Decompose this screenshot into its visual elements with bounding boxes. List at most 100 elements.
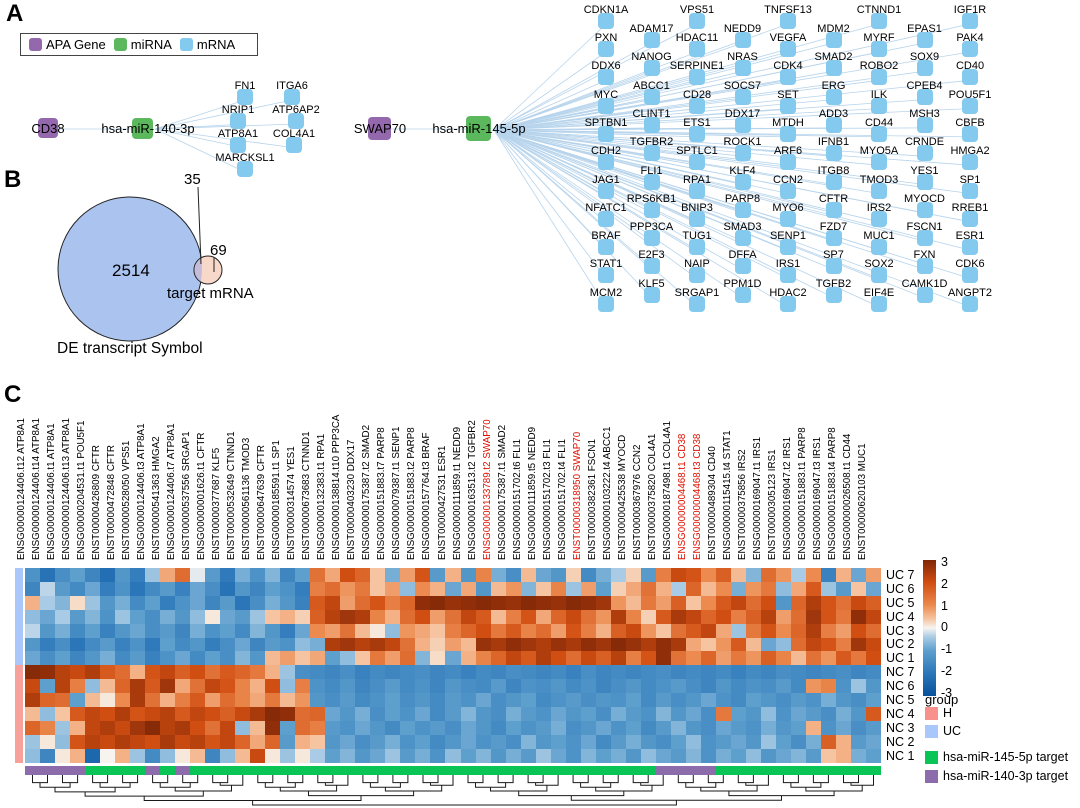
heatmap-cell [550, 679, 567, 694]
heatmap-cell [685, 651, 702, 666]
mrna-node: KLF5 [620, 278, 684, 303]
heatmap-cell [805, 595, 822, 611]
heatmap-cell [715, 693, 732, 708]
venn-overlap-callout-line [197, 186, 202, 265]
column-target-annotation [745, 766, 762, 775]
heatmap-cell [430, 734, 446, 750]
mrna-node: HMGA2 [938, 145, 1002, 171]
column-target-annotation [370, 766, 386, 775]
heatmap-row-label: NC 5 [886, 693, 915, 708]
heatmap-cell [400, 651, 416, 666]
heatmap-cell [610, 720, 627, 736]
heatmap-row-label: UC 7 [886, 567, 915, 582]
heatmap-cell [595, 595, 612, 611]
heatmap-cell [520, 665, 537, 680]
heatmap-cell [835, 581, 852, 597]
heatmap-cell [25, 623, 41, 638]
mrna-node: FZD7 [802, 221, 866, 247]
mrna-node: VEGFA [756, 32, 820, 57]
heatmap-cell [460, 609, 477, 625]
heatmap-cell [445, 568, 461, 583]
heatmap-cell [265, 623, 281, 638]
heatmap-cell [865, 568, 882, 583]
uc-group-swatch [925, 724, 938, 738]
mrna-node: CPEB4 [893, 80, 957, 105]
mrna-node: SRGAP1 [665, 287, 729, 312]
mrna-square [734, 230, 751, 247]
heatmap-cell [790, 651, 807, 666]
heatmap-column-label: ENSG00000115415.t4 STAT1 [721, 430, 733, 560]
heatmap-cell [415, 707, 431, 722]
mrna-node: PXN [574, 32, 638, 57]
heatmap-cell [580, 651, 597, 666]
mrna-square [689, 239, 705, 256]
mrna-square [825, 60, 842, 77]
heatmap-cell [715, 720, 732, 736]
heatmap-cell [25, 748, 41, 764]
heatmap-cell [325, 609, 341, 625]
column-target-annotation [775, 766, 792, 775]
heatmap-cell [820, 665, 837, 680]
heatmap-cell [700, 609, 717, 625]
heatmap-row-label: NC 7 [886, 665, 915, 680]
heatmap-cell [505, 707, 522, 722]
heatmap-cell [250, 568, 266, 583]
heatmap-cell [655, 693, 672, 708]
heatmap-cell [790, 734, 807, 750]
heatmap-cell [370, 568, 386, 583]
heatmap-column-label: ENSG00000026508.t1 CD44 [841, 433, 853, 560]
heatmap-cell [250, 651, 266, 666]
heatmap-cell [85, 595, 101, 611]
heatmap-cell [415, 720, 431, 736]
heatmap-cell [610, 734, 627, 750]
column-target-annotation [730, 766, 747, 775]
mrna-square [916, 88, 933, 105]
heatmap-cell [175, 568, 191, 583]
heatmap-cell [355, 568, 371, 583]
column-target-annotation [340, 766, 356, 775]
heatmap-cell [85, 693, 101, 708]
mrna-node: IRS2 [847, 202, 911, 227]
heatmap-cell [715, 623, 732, 638]
heatmap-cell [595, 693, 612, 708]
legend-item-140-target: hsa-miR-140-3p target [925, 769, 1068, 783]
heatmap-cell [295, 679, 311, 694]
mrna-square [962, 154, 978, 171]
heatmap-cell [265, 665, 281, 680]
mrna-node: CFTR [802, 193, 866, 218]
heatmap-cell [700, 595, 717, 611]
heatmap-cell [850, 707, 867, 722]
heatmap-cell [235, 609, 251, 625]
mrna-node: MDM2 [802, 23, 866, 48]
heatmap-cell [850, 581, 867, 597]
mrna-node: SPTBN1 [574, 117, 638, 142]
heatmap-cell [130, 568, 146, 583]
group-legend-title: group [925, 692, 959, 707]
heatmap-column-label: ENST00000314574 YES1 [286, 446, 298, 560]
heatmap-cell [205, 568, 221, 583]
heatmap-cell [760, 734, 777, 750]
mrna-label: MCM2 [589, 286, 623, 299]
mrna-label: ADAM17 [629, 23, 674, 35]
heatmap-cell [130, 637, 146, 652]
heatmap-cell [610, 665, 627, 680]
mrna-node: ANGPT2 [938, 287, 1002, 312]
heatmap-cell [625, 637, 642, 652]
heatmap-cell [115, 637, 131, 652]
mrna-label: CRNDE [904, 136, 945, 149]
heatmap-cell [550, 707, 567, 722]
heatmap-cell [370, 609, 386, 625]
heatmap-cell [175, 693, 191, 708]
column-target-annotation [85, 766, 101, 775]
heatmap-cell [730, 720, 747, 736]
heatmap-cell [70, 707, 86, 722]
mrna-node: PPP3CA [620, 221, 684, 247]
heatmap-cell [235, 568, 251, 583]
heatmap-row-label: UC 2 [886, 637, 915, 652]
heatmap-cell [25, 679, 41, 694]
heatmap-cell [520, 693, 537, 708]
heatmap-cell [670, 734, 687, 750]
heatmap-cell [40, 595, 56, 611]
heatmap-cell [805, 609, 822, 625]
mrna-swatch [179, 38, 193, 51]
